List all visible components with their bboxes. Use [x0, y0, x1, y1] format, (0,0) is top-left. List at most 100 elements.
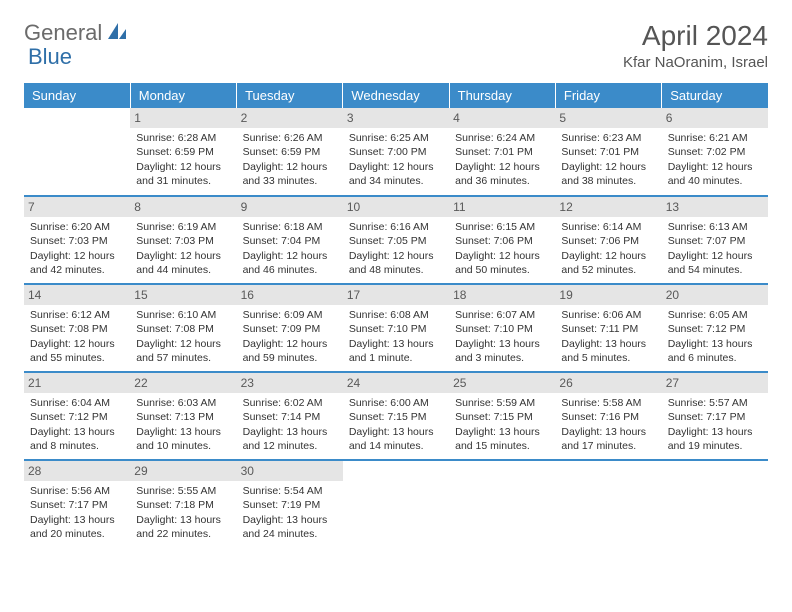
cell-sunset: Sunset: 7:03 PM	[136, 234, 230, 248]
cell-sunset: Sunset: 7:10 PM	[349, 322, 443, 336]
cell-dl2: and 34 minutes.	[349, 174, 443, 188]
day-number: 2	[237, 108, 343, 128]
calendar-cell	[24, 108, 130, 196]
cell-dl2: and 52 minutes.	[561, 263, 655, 277]
cell-sunset: Sunset: 7:15 PM	[349, 410, 443, 424]
cell-dl2: and 57 minutes.	[136, 351, 230, 365]
cell-dl1: Daylight: 12 hours	[30, 249, 124, 263]
calendar-cell: 29Sunrise: 5:55 AMSunset: 7:18 PMDayligh…	[130, 460, 236, 548]
cell-sunrise: Sunrise: 6:24 AM	[455, 131, 549, 145]
cell-dl1: Daylight: 12 hours	[136, 337, 230, 351]
cell-dl2: and 15 minutes.	[455, 439, 549, 453]
cell-dl1: Daylight: 13 hours	[668, 425, 762, 439]
cell-dl1: Daylight: 12 hours	[136, 160, 230, 174]
day-number: 6	[662, 108, 768, 128]
calendar-head: SundayMondayTuesdayWednesdayThursdayFrid…	[24, 83, 768, 108]
cell-sunset: Sunset: 7:07 PM	[668, 234, 762, 248]
calendar-cell: 9Sunrise: 6:18 AMSunset: 7:04 PMDaylight…	[237, 196, 343, 284]
cell-sunrise: Sunrise: 6:06 AM	[561, 308, 655, 322]
cell-sunrise: Sunrise: 6:18 AM	[243, 220, 337, 234]
cell-dl2: and 33 minutes.	[243, 174, 337, 188]
calendar-cell: 25Sunrise: 5:59 AMSunset: 7:15 PMDayligh…	[449, 372, 555, 460]
day-header: Thursday	[449, 83, 555, 108]
cell-sunset: Sunset: 7:06 PM	[455, 234, 549, 248]
day-header: Saturday	[662, 83, 768, 108]
day-number: 29	[130, 461, 236, 481]
calendar-table: SundayMondayTuesdayWednesdayThursdayFrid…	[24, 83, 768, 548]
calendar-cell: 23Sunrise: 6:02 AMSunset: 7:14 PMDayligh…	[237, 372, 343, 460]
day-header: Monday	[130, 83, 236, 108]
day-number: 4	[449, 108, 555, 128]
day-number: 26	[555, 373, 661, 393]
cell-dl2: and 3 minutes.	[455, 351, 549, 365]
calendar-body: 1Sunrise: 6:28 AMSunset: 6:59 PMDaylight…	[24, 108, 768, 548]
cell-dl1: Daylight: 13 hours	[349, 425, 443, 439]
cell-dl2: and 59 minutes.	[243, 351, 337, 365]
cell-sunrise: Sunrise: 6:12 AM	[30, 308, 124, 322]
calendar-cell: 24Sunrise: 6:00 AMSunset: 7:15 PMDayligh…	[343, 372, 449, 460]
cell-sunrise: Sunrise: 6:26 AM	[243, 131, 337, 145]
cell-sunrise: Sunrise: 6:28 AM	[136, 131, 230, 145]
day-number: 16	[237, 285, 343, 305]
day-number: 12	[555, 197, 661, 217]
calendar-cell: 4Sunrise: 6:24 AMSunset: 7:01 PMDaylight…	[449, 108, 555, 196]
cell-dl1: Daylight: 12 hours	[30, 337, 124, 351]
cell-sunrise: Sunrise: 6:25 AM	[349, 131, 443, 145]
cell-dl1: Daylight: 12 hours	[243, 249, 337, 263]
cell-sunrise: Sunrise: 5:58 AM	[561, 396, 655, 410]
cell-sunrise: Sunrise: 6:07 AM	[455, 308, 549, 322]
cell-dl2: and 10 minutes.	[136, 439, 230, 453]
cell-sunset: Sunset: 7:14 PM	[243, 410, 337, 424]
day-number: 22	[130, 373, 236, 393]
logo-sail-icon	[106, 21, 128, 46]
cell-sunrise: Sunrise: 6:09 AM	[243, 308, 337, 322]
calendar-cell	[449, 460, 555, 548]
day-number: 11	[449, 197, 555, 217]
cell-dl1: Daylight: 13 hours	[561, 425, 655, 439]
cell-sunrise: Sunrise: 6:14 AM	[561, 220, 655, 234]
calendar-cell: 5Sunrise: 6:23 AMSunset: 7:01 PMDaylight…	[555, 108, 661, 196]
cell-sunset: Sunset: 7:06 PM	[561, 234, 655, 248]
day-number: 1	[130, 108, 236, 128]
calendar-cell: 6Sunrise: 6:21 AMSunset: 7:02 PMDaylight…	[662, 108, 768, 196]
cell-dl1: Daylight: 12 hours	[455, 249, 549, 263]
cell-dl1: Daylight: 13 hours	[668, 337, 762, 351]
cell-dl1: Daylight: 13 hours	[30, 513, 124, 527]
cell-sunrise: Sunrise: 6:05 AM	[668, 308, 762, 322]
cell-sunset: Sunset: 6:59 PM	[136, 145, 230, 159]
cell-dl2: and 14 minutes.	[349, 439, 443, 453]
cell-dl1: Daylight: 12 hours	[668, 249, 762, 263]
calendar-cell: 20Sunrise: 6:05 AMSunset: 7:12 PMDayligh…	[662, 284, 768, 372]
cell-sunrise: Sunrise: 5:54 AM	[243, 484, 337, 498]
cell-sunset: Sunset: 7:02 PM	[668, 145, 762, 159]
calendar-cell	[662, 460, 768, 548]
day-number: 14	[24, 285, 130, 305]
calendar-cell: 2 Sunrise: 6:26 AMSunset: 6:59 PMDaylight…	[237, 108, 343, 196]
cell-sunset: Sunset: 6:59 PM	[243, 145, 337, 159]
cell-dl1: Daylight: 12 hours	[243, 337, 337, 351]
calendar-cell: 17Sunrise: 6:08 AMSunset: 7:10 PMDayligh…	[343, 284, 449, 372]
day-number: 9	[237, 197, 343, 217]
cell-sunset: Sunset: 7:18 PM	[136, 498, 230, 512]
cell-sunrise: Sunrise: 6:02 AM	[243, 396, 337, 410]
day-number: 7	[24, 197, 130, 217]
logo: General	[24, 20, 130, 46]
calendar-cell: 12Sunrise: 6:14 AMSunset: 7:06 PMDayligh…	[555, 196, 661, 284]
location-label: Kfar NaOranim, Israel	[623, 54, 768, 71]
month-title: April 2024	[623, 20, 768, 52]
calendar-cell: 27Sunrise: 5:57 AMSunset: 7:17 PMDayligh…	[662, 372, 768, 460]
cell-dl1: Daylight: 13 hours	[136, 513, 230, 527]
day-number: 23	[237, 373, 343, 393]
cell-sunrise: Sunrise: 6:19 AM	[136, 220, 230, 234]
cell-dl2: and 12 minutes.	[243, 439, 337, 453]
calendar-cell: 10Sunrise: 6:16 AMSunset: 7:05 PMDayligh…	[343, 196, 449, 284]
cell-sunrise: Sunrise: 6:00 AM	[349, 396, 443, 410]
calendar-cell: 14Sunrise: 6:12 AMSunset: 7:08 PMDayligh…	[24, 284, 130, 372]
cell-dl2: and 5 minutes.	[561, 351, 655, 365]
cell-sunset: Sunset: 7:17 PM	[30, 498, 124, 512]
calendar-cell	[343, 460, 449, 548]
cell-dl1: Daylight: 12 hours	[243, 160, 337, 174]
calendar-cell: 7Sunrise: 6:20 AMSunset: 7:03 PMDaylight…	[24, 196, 130, 284]
cell-sunset: Sunset: 7:16 PM	[561, 410, 655, 424]
day-number: 28	[24, 461, 130, 481]
